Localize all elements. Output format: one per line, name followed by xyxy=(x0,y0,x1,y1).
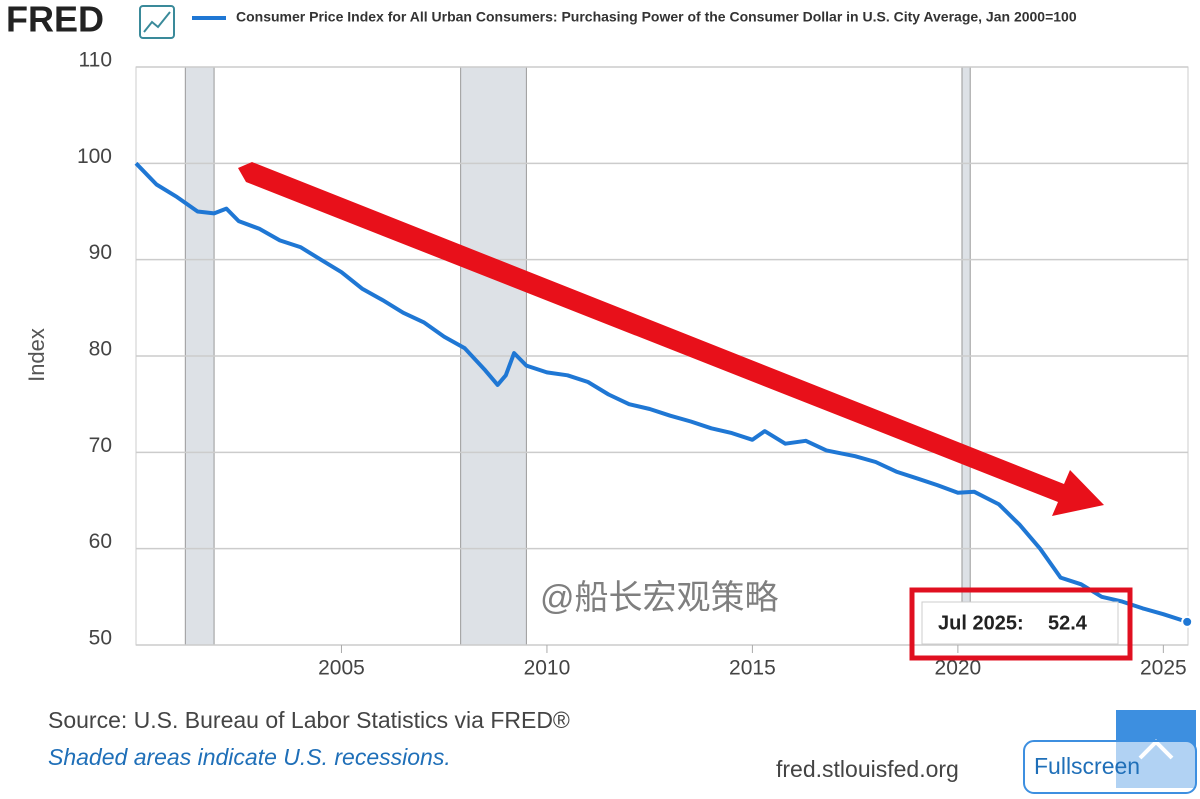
url: fred.stlouisfed.org xyxy=(776,756,959,782)
x-tick-label: 2025 xyxy=(1140,657,1187,680)
source: Source: U.S. Bureau of Labor Statistics … xyxy=(48,707,570,733)
y-tick-label: 60 xyxy=(89,530,112,553)
trend-arrow xyxy=(238,162,1104,516)
logo-icon-line xyxy=(143,11,171,33)
logo-icon xyxy=(139,5,175,39)
watermark: @船长宏观策略 xyxy=(540,579,779,617)
note: Shaded areas indicate U.S. recessions. xyxy=(48,744,451,770)
y-tick-label: 70 xyxy=(89,434,112,457)
x-tick-label: 2010 xyxy=(524,657,571,680)
x-tick-label: 2015 xyxy=(729,657,776,680)
y-tick-label: 80 xyxy=(89,338,112,361)
tooltip-value: 52.4 xyxy=(1048,612,1088,634)
x-tick-label: 2020 xyxy=(935,657,982,680)
fullscreen-label: Fullscreen xyxy=(1034,753,1140,779)
legend-label: Consumer Price Index for All Urban Consu… xyxy=(236,9,1077,25)
data-line xyxy=(134,161,1188,624)
logo: FRED xyxy=(6,0,104,40)
y-tick-label: 110 xyxy=(79,49,112,72)
last-point xyxy=(1181,615,1194,628)
y-tick-label: 90 xyxy=(89,241,112,264)
y-axis-label: Index xyxy=(24,328,49,382)
y-tick-label: 50 xyxy=(89,627,112,650)
tooltip-box xyxy=(921,601,1119,645)
y-tick-label: 100 xyxy=(77,145,112,168)
x-tick-label: 2005 xyxy=(318,657,365,680)
highlight-box xyxy=(909,587,1133,661)
tooltip-label: Jul 2025: xyxy=(938,612,1024,634)
fullscreen-button[interactable] xyxy=(1023,740,1197,794)
